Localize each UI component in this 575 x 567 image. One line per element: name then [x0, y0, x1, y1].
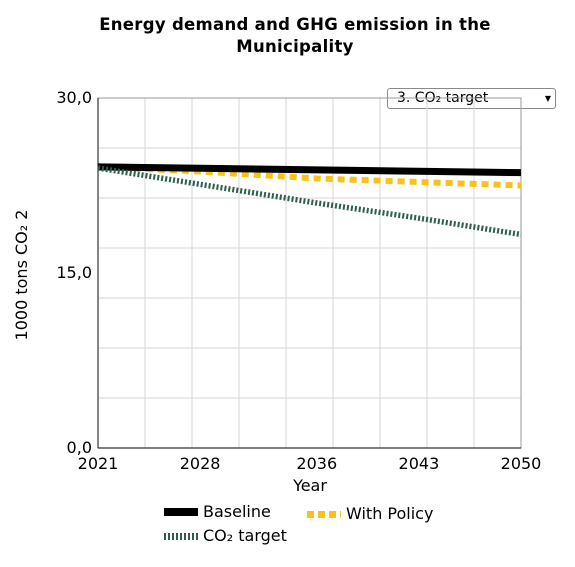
y-tick-label: 0,0 [67, 438, 92, 457]
x-tick-label: 2036 [296, 454, 337, 473]
y-tick-label: 30,0 [56, 88, 92, 107]
series-line-co-target [97, 165, 522, 238]
y-tick-label: 15,0 [56, 263, 92, 282]
plot-frame [97, 97, 522, 449]
x-tick-label: 2028 [180, 454, 221, 473]
x-tick-label: 2050 [501, 454, 542, 473]
y-axis-label: 1000 tons CO₂ 2 [12, 210, 31, 341]
legend-label-baseline: Baseline [203, 502, 271, 521]
chart-tick-labels: 2021 2028 2036 2043 2050 0,0 15,0 30,0 [56, 88, 541, 473]
chevron-down-icon: ▼ [544, 94, 551, 103]
x-axis-label: Year [292, 476, 327, 495]
chart-title: Energy demand and GHG emission in the Mu… [99, 15, 491, 56]
legend-swatch-co2-target [164, 532, 198, 540]
x-tick-label: 2043 [399, 454, 440, 473]
legend-swatch-baseline [164, 508, 198, 516]
legend-swatch-with-policy [307, 510, 341, 518]
legend-item-baseline: Baseline [164, 502, 271, 522]
series-line-baseline [97, 163, 522, 177]
legend-label-co2-target: CO₂ target [203, 526, 287, 545]
x-tick-label: 2021 [78, 454, 119, 473]
chart-axes [97, 97, 522, 449]
legend-item-co2-target: CO₂ target [164, 526, 287, 546]
legend-item-with-policy: With Policy [307, 504, 433, 524]
chart-series [97, 163, 522, 238]
series-line-with-policy [97, 163, 522, 189]
chart-grid [98, 98, 521, 448]
legend-label-with-policy: With Policy [346, 504, 434, 523]
